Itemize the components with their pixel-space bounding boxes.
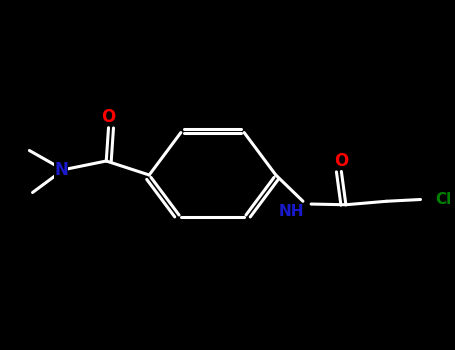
Text: O: O <box>334 152 349 170</box>
Text: N: N <box>54 161 68 179</box>
Text: NH: NH <box>279 204 304 218</box>
Text: O: O <box>101 108 116 126</box>
Text: Cl: Cl <box>435 192 451 207</box>
